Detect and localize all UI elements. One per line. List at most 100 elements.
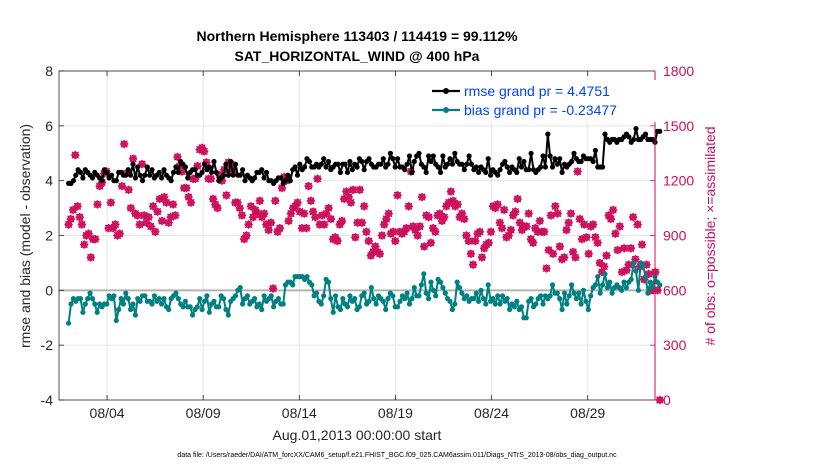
obs-assimilated-marker [217, 176, 227, 185]
bias-point [442, 290, 448, 296]
obs-assimilated-marker [308, 207, 318, 216]
obs-assimilated-marker [517, 225, 527, 235]
obs-assimilated-marker [182, 183, 191, 193]
obs-assimilated-marker [80, 240, 89, 249]
bias-point [604, 285, 611, 291]
obs-assimilated-marker [604, 211, 613, 220]
rmse-point [507, 169, 513, 175]
y-tick-label-right: 1800 [663, 63, 694, 79]
obs-assimilated-marker [242, 231, 251, 240]
x-tick-label: 08/29 [570, 405, 605, 421]
bias-point [120, 301, 126, 307]
bias-point [180, 304, 186, 310]
obs-assimilated-marker [133, 211, 142, 220]
rmse-point [542, 164, 549, 170]
obs-assimilated-marker [653, 286, 662, 295]
rmse-point [578, 158, 584, 165]
rmse-point [287, 178, 293, 184]
bias-point [595, 274, 601, 280]
obs-assimilated-marker [408, 222, 418, 231]
y-tick-label-right: 1200 [663, 173, 694, 189]
rmse-point [440, 153, 446, 159]
obs-assimilated-marker [120, 139, 129, 149]
obs-assimilated-marker [155, 194, 164, 204]
bias-point [82, 301, 88, 307]
obs-assimilated-marker [346, 198, 356, 207]
obs-assimilated-marker [573, 167, 582, 176]
bias-point [533, 301, 539, 307]
obs-assimilated-marker [251, 205, 260, 215]
rmse-point [263, 169, 270, 175]
bias-point [111, 293, 117, 299]
rmse-point [225, 172, 231, 178]
bias-point [356, 304, 362, 310]
rmse-point [228, 158, 234, 165]
obs-assimilated-marker [597, 267, 607, 277]
bias-point [538, 293, 544, 299]
bias-point [182, 298, 188, 304]
bias-point [490, 296, 496, 302]
bias-point [647, 279, 653, 285]
bias-point [514, 298, 520, 304]
bias-point [523, 315, 529, 321]
y-tick-label-right: 300 [663, 337, 687, 353]
rmse-point [142, 172, 148, 178]
rmse-point [559, 169, 565, 175]
bias-point [204, 293, 210, 299]
rmse-point [306, 158, 312, 165]
obs-assimilated-marker [148, 202, 158, 211]
obs-assimilated-marker [273, 227, 282, 236]
bias-point [440, 285, 446, 291]
bias-point [380, 298, 386, 304]
left-y-axis: -4 -2 0 2 4 6 8 [41, 63, 64, 408]
rmse-point [123, 172, 129, 178]
obs-assimilated-marker [186, 198, 196, 207]
legend-box [432, 80, 658, 122]
bias-point [313, 290, 320, 296]
bias-point [631, 260, 637, 266]
bias-point [471, 296, 477, 302]
chart-title-line2: SAT_HORIZONTAL_WIND @ 400 hPa [235, 48, 480, 64]
rmse-point [502, 158, 508, 165]
obs-assimilated-marker [460, 214, 469, 224]
rmse-point [182, 164, 188, 170]
obs-assimilated-marker [311, 213, 320, 222]
obs-assimilated-marker [355, 185, 364, 194]
obs-assimilated-marker [471, 236, 480, 246]
legend-bias-label: bias grand pr = -0.23477 [464, 102, 617, 118]
obs-assimilated-marker [533, 227, 542, 236]
bias-point [573, 296, 580, 302]
rmse-point [209, 169, 215, 175]
obs-assimilated-marker [577, 235, 587, 244]
obs-assimilated-marker [495, 218, 504, 227]
rmse-point [569, 158, 575, 165]
obs-assimilated-marker [260, 209, 269, 218]
legend-rmse-label: rmse grand pr = 4.4751 [464, 83, 610, 99]
obs-assimilated-marker [342, 187, 351, 196]
bias-point [476, 298, 482, 304]
obs-assimilated-marker [417, 192, 427, 202]
bias-point [104, 301, 110, 307]
rmse-point [294, 172, 301, 178]
obs-assimilated-marker [331, 233, 340, 242]
bias-point [159, 301, 165, 307]
obs-assimilated-marker [211, 200, 220, 209]
legend-bias-marker [443, 107, 449, 113]
bias-point [261, 293, 267, 299]
rmse-point [159, 175, 165, 181]
bias-point [495, 293, 501, 299]
obs-assimilated-marker [64, 220, 73, 229]
obs-assimilated-marker [562, 225, 571, 235]
rmse-point [325, 158, 332, 165]
rmse-point [147, 172, 153, 178]
bias-point [118, 296, 124, 302]
rmse-point [113, 178, 119, 184]
rmse-point [430, 153, 436, 159]
obs-assimilated-marker [237, 211, 247, 220]
obs-assimilated-marker [371, 242, 380, 251]
rmse-point [278, 175, 284, 181]
rmse-point [185, 175, 191, 181]
obs-assimilated-marker [246, 202, 256, 211]
bias-point [206, 309, 212, 315]
rmse-point [206, 164, 212, 170]
